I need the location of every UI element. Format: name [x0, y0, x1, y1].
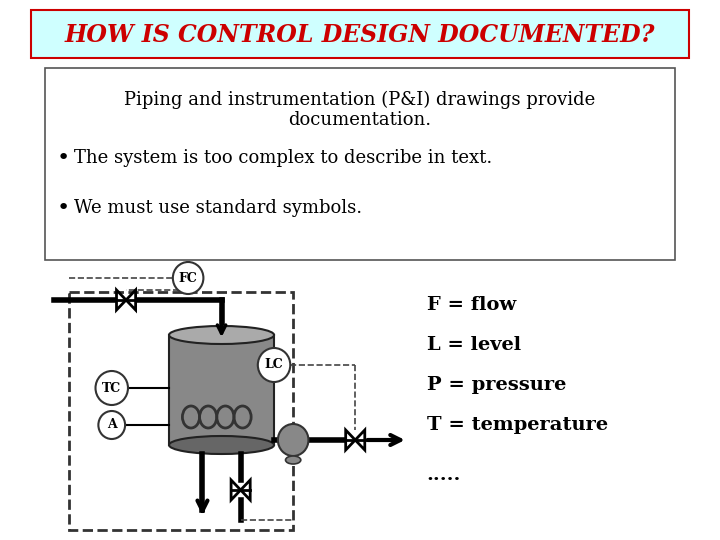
Text: L = level: L = level: [427, 336, 521, 354]
Text: •: •: [56, 148, 70, 168]
Text: HOW IS CONTROL DESIGN DOCUMENTED?: HOW IS CONTROL DESIGN DOCUMENTED?: [65, 23, 655, 47]
Text: •: •: [56, 198, 70, 218]
Circle shape: [278, 424, 308, 456]
Circle shape: [99, 411, 125, 439]
Text: TC: TC: [102, 381, 122, 395]
Polygon shape: [346, 430, 355, 450]
Ellipse shape: [169, 326, 274, 344]
Ellipse shape: [286, 456, 301, 464]
Text: The system is too complex to describe in text.: The system is too complex to describe in…: [73, 149, 492, 167]
Text: A: A: [107, 418, 117, 431]
Text: We must use standard symbols.: We must use standard symbols.: [73, 199, 361, 217]
Text: F = flow: F = flow: [427, 296, 516, 314]
Circle shape: [258, 348, 290, 382]
Polygon shape: [240, 480, 250, 500]
Text: .....: .....: [427, 466, 462, 484]
Polygon shape: [126, 290, 135, 310]
FancyBboxPatch shape: [45, 68, 675, 260]
Text: T = temperature: T = temperature: [427, 416, 608, 434]
Text: Piping and instrumentation (P&I) drawings provide: Piping and instrumentation (P&I) drawing…: [125, 91, 595, 109]
Polygon shape: [355, 430, 365, 450]
Circle shape: [173, 262, 204, 294]
Ellipse shape: [169, 436, 274, 454]
Text: LC: LC: [265, 359, 284, 372]
Text: FC: FC: [179, 272, 197, 285]
Text: documentation.: documentation.: [289, 111, 431, 129]
Polygon shape: [117, 290, 126, 310]
Bar: [169, 335, 274, 445]
FancyBboxPatch shape: [30, 10, 690, 58]
Polygon shape: [231, 480, 240, 500]
Circle shape: [96, 371, 128, 405]
Text: P = pressure: P = pressure: [427, 376, 566, 394]
